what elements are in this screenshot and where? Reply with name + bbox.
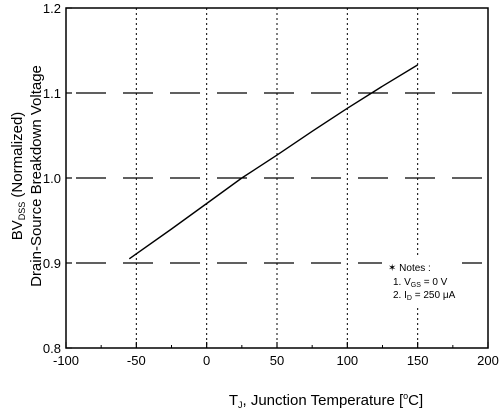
x-tick-label: -50	[127, 353, 146, 368]
x-tick-label: 100	[336, 353, 358, 368]
y-axis-title-line1: BVDSS (Normalized)	[9, 112, 27, 241]
x-axis-title: TJ, Junction Temperature [oC]	[229, 391, 423, 410]
notes-title: ✶ Notes :	[388, 263, 431, 274]
axis-ticks	[65, 7, 489, 349]
y-axis-title-line2: Drain-Source Breakdown Voltage	[28, 65, 45, 287]
x-tick-label: 150	[407, 353, 429, 368]
notes-box	[382, 258, 462, 308]
y-tick-label: 0.9	[43, 256, 61, 271]
x-tick-label: -100	[53, 353, 79, 368]
y-tick-labels: 0.8 0.9 1.0 1.1 1.2	[43, 1, 61, 356]
y-tick-label: 1.2	[43, 1, 61, 16]
x-tick-label: 200	[477, 353, 499, 368]
x-tick-label: 50	[270, 353, 284, 368]
y-tick-label: 0.8	[43, 341, 61, 356]
series-line	[128, 64, 419, 260]
notes-line-1: 1. VGS = 0 V	[393, 277, 448, 289]
y-tick-label: 1.1	[43, 86, 61, 101]
x-tick-label: 0	[203, 353, 210, 368]
x-tick-labels: -100 -50 0 50 100 150 200	[53, 353, 499, 368]
y-tick-label: 1.0	[43, 171, 61, 186]
notes-line-2: 2. ID = 250 μA	[393, 290, 456, 302]
